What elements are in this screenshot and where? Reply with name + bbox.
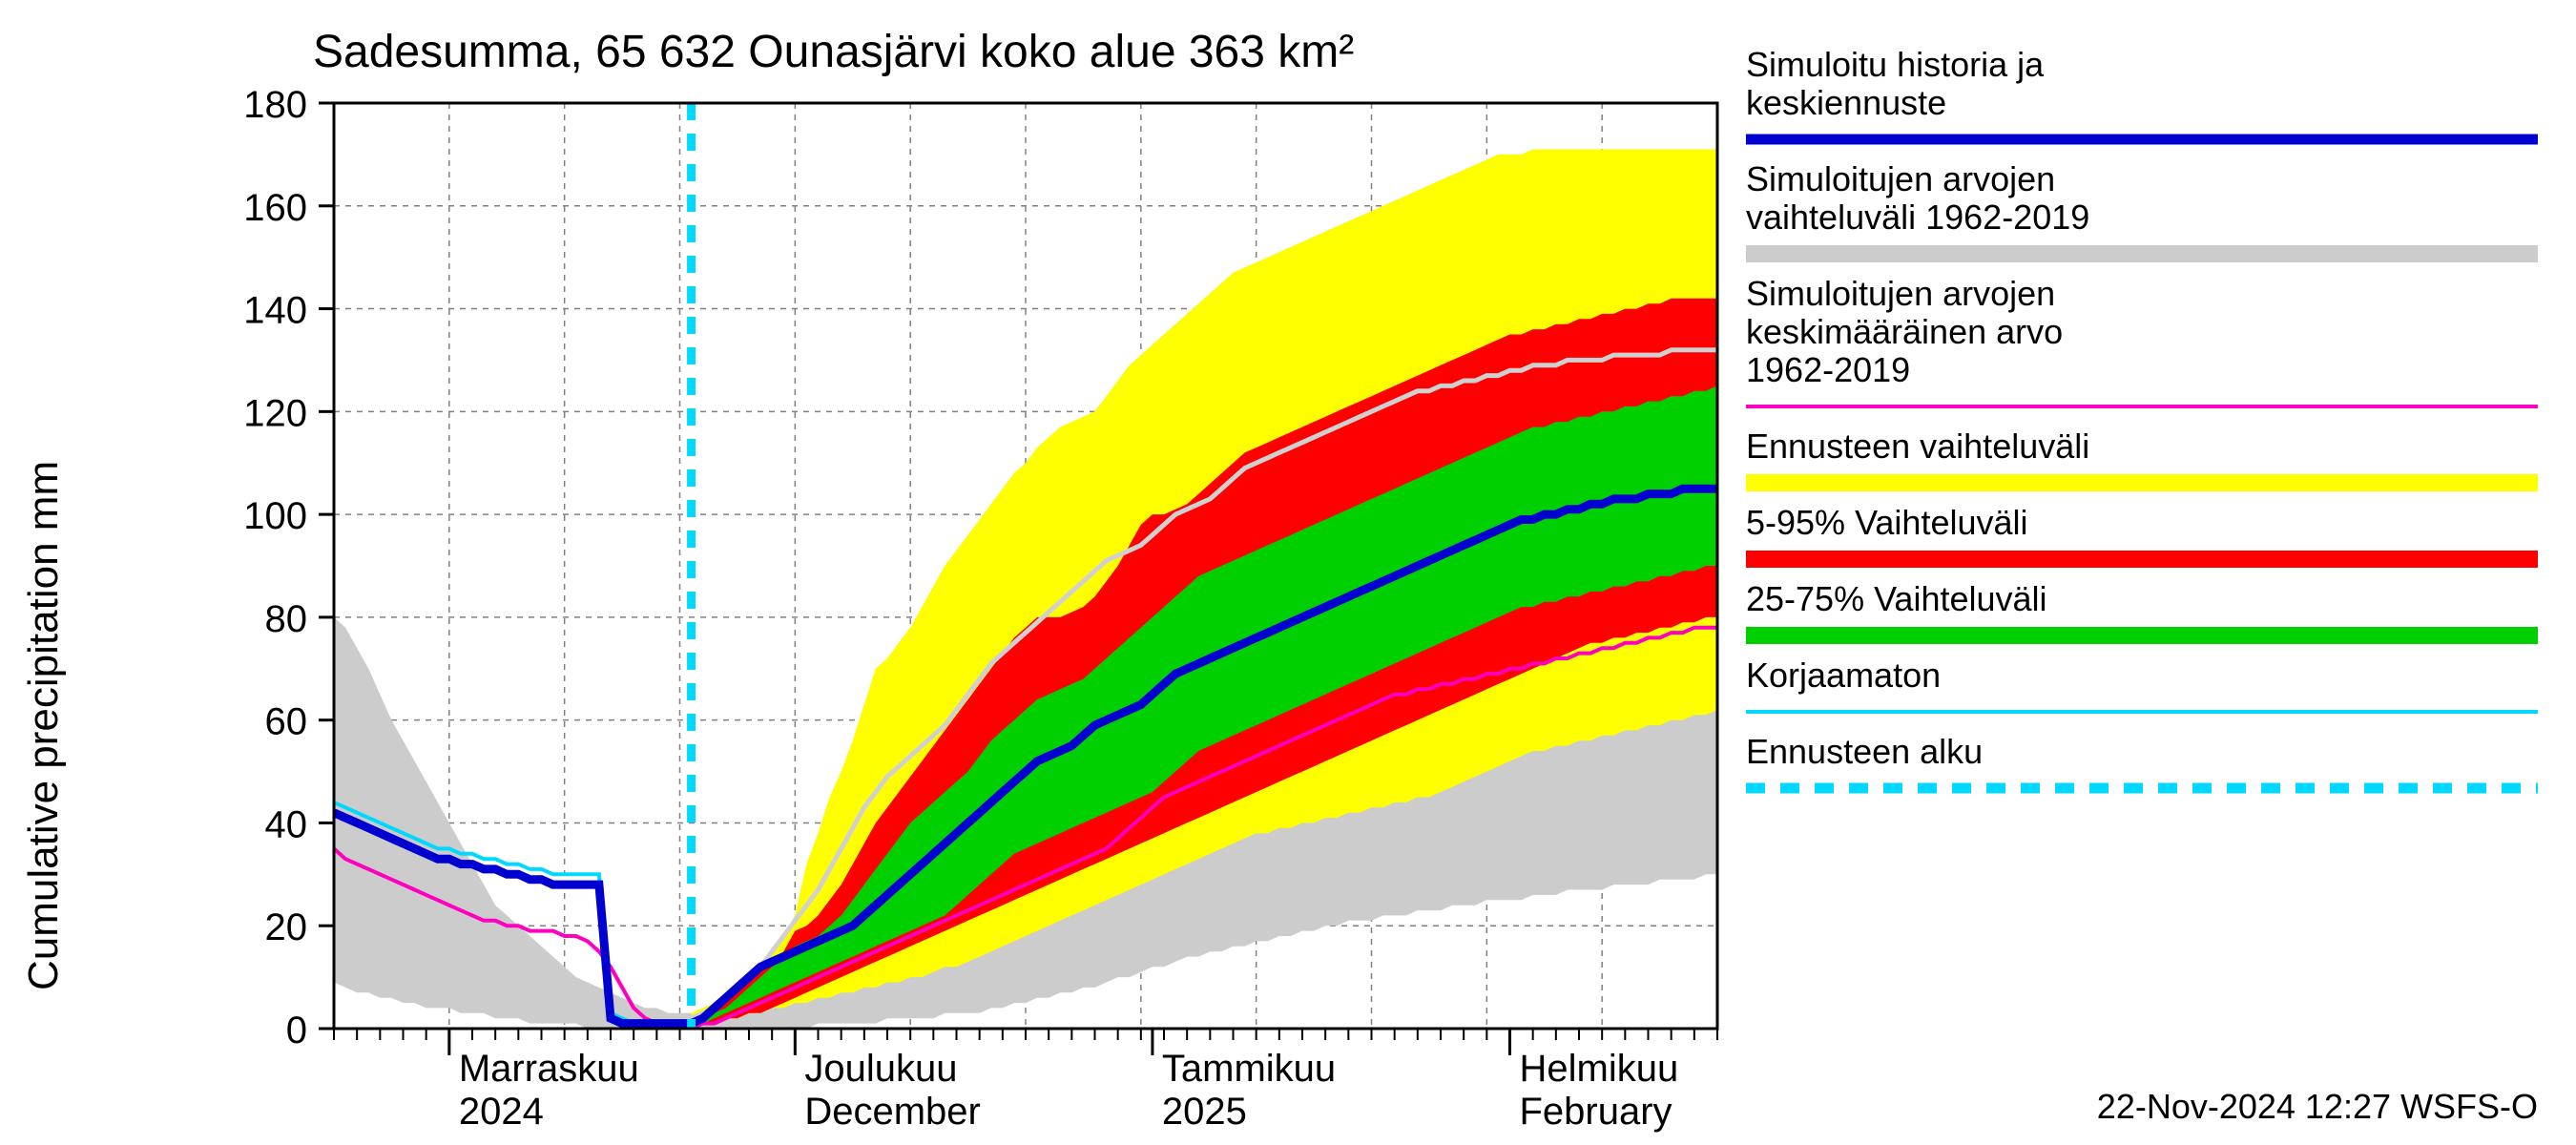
footer-timestamp: 22-Nov-2024 12:27 WSFS-O bbox=[2097, 1087, 2538, 1126]
y-tick-label: 60 bbox=[265, 701, 308, 743]
x-month-label: Joulukuu bbox=[804, 1048, 957, 1090]
x-month-label: Helmikuu bbox=[1520, 1048, 1679, 1090]
x-month-sublabel: 2025 bbox=[1162, 1091, 1247, 1133]
legend-label: keskimääräinen arvo bbox=[1746, 312, 2063, 351]
legend-label: Korjaamaton bbox=[1746, 656, 1941, 695]
x-month-sublabel: December bbox=[804, 1091, 981, 1133]
x-month-label: Marraskuu bbox=[459, 1048, 639, 1090]
legend-label: Simuloitujen arvojen bbox=[1746, 159, 2055, 198]
legend-label: 1962-2019 bbox=[1746, 350, 1910, 389]
legend-label: 5-95% Vaihteluväli bbox=[1746, 503, 2028, 542]
y-tick-label: 140 bbox=[243, 290, 307, 332]
y-tick-label: 100 bbox=[243, 495, 307, 537]
legend-label: Ennusteen alku bbox=[1746, 732, 1983, 771]
legend-label: keskiennuste bbox=[1746, 83, 1946, 122]
legend-label: Simuloitujen arvojen bbox=[1746, 274, 2055, 313]
y-tick-label: 0 bbox=[286, 1010, 307, 1051]
y-axis-label: Cumulative precipitation mm bbox=[20, 461, 67, 990]
legend-label: 25-75% Vaihteluväli bbox=[1746, 579, 2047, 618]
legend-label: Ennusteen vaihteluväli bbox=[1746, 427, 2089, 466]
x-month-label: Tammikuu bbox=[1162, 1048, 1336, 1090]
legend-label: vaihteluväli 1962-2019 bbox=[1746, 198, 2089, 237]
y-tick-label: 180 bbox=[243, 84, 307, 126]
y-tick-label: 120 bbox=[243, 392, 307, 434]
y-tick-label: 160 bbox=[243, 187, 307, 229]
y-tick-label: 20 bbox=[265, 906, 308, 948]
y-tick-label: 40 bbox=[265, 803, 308, 845]
x-month-sublabel: February bbox=[1520, 1091, 1672, 1133]
y-tick-label: 80 bbox=[265, 598, 308, 640]
x-month-sublabel: 2024 bbox=[459, 1091, 544, 1133]
legend-label: Simuloitu historia ja bbox=[1746, 45, 2045, 84]
chart-title: Sadesumma, 65 632 Ounasjärvi koko alue 3… bbox=[313, 27, 1354, 77]
